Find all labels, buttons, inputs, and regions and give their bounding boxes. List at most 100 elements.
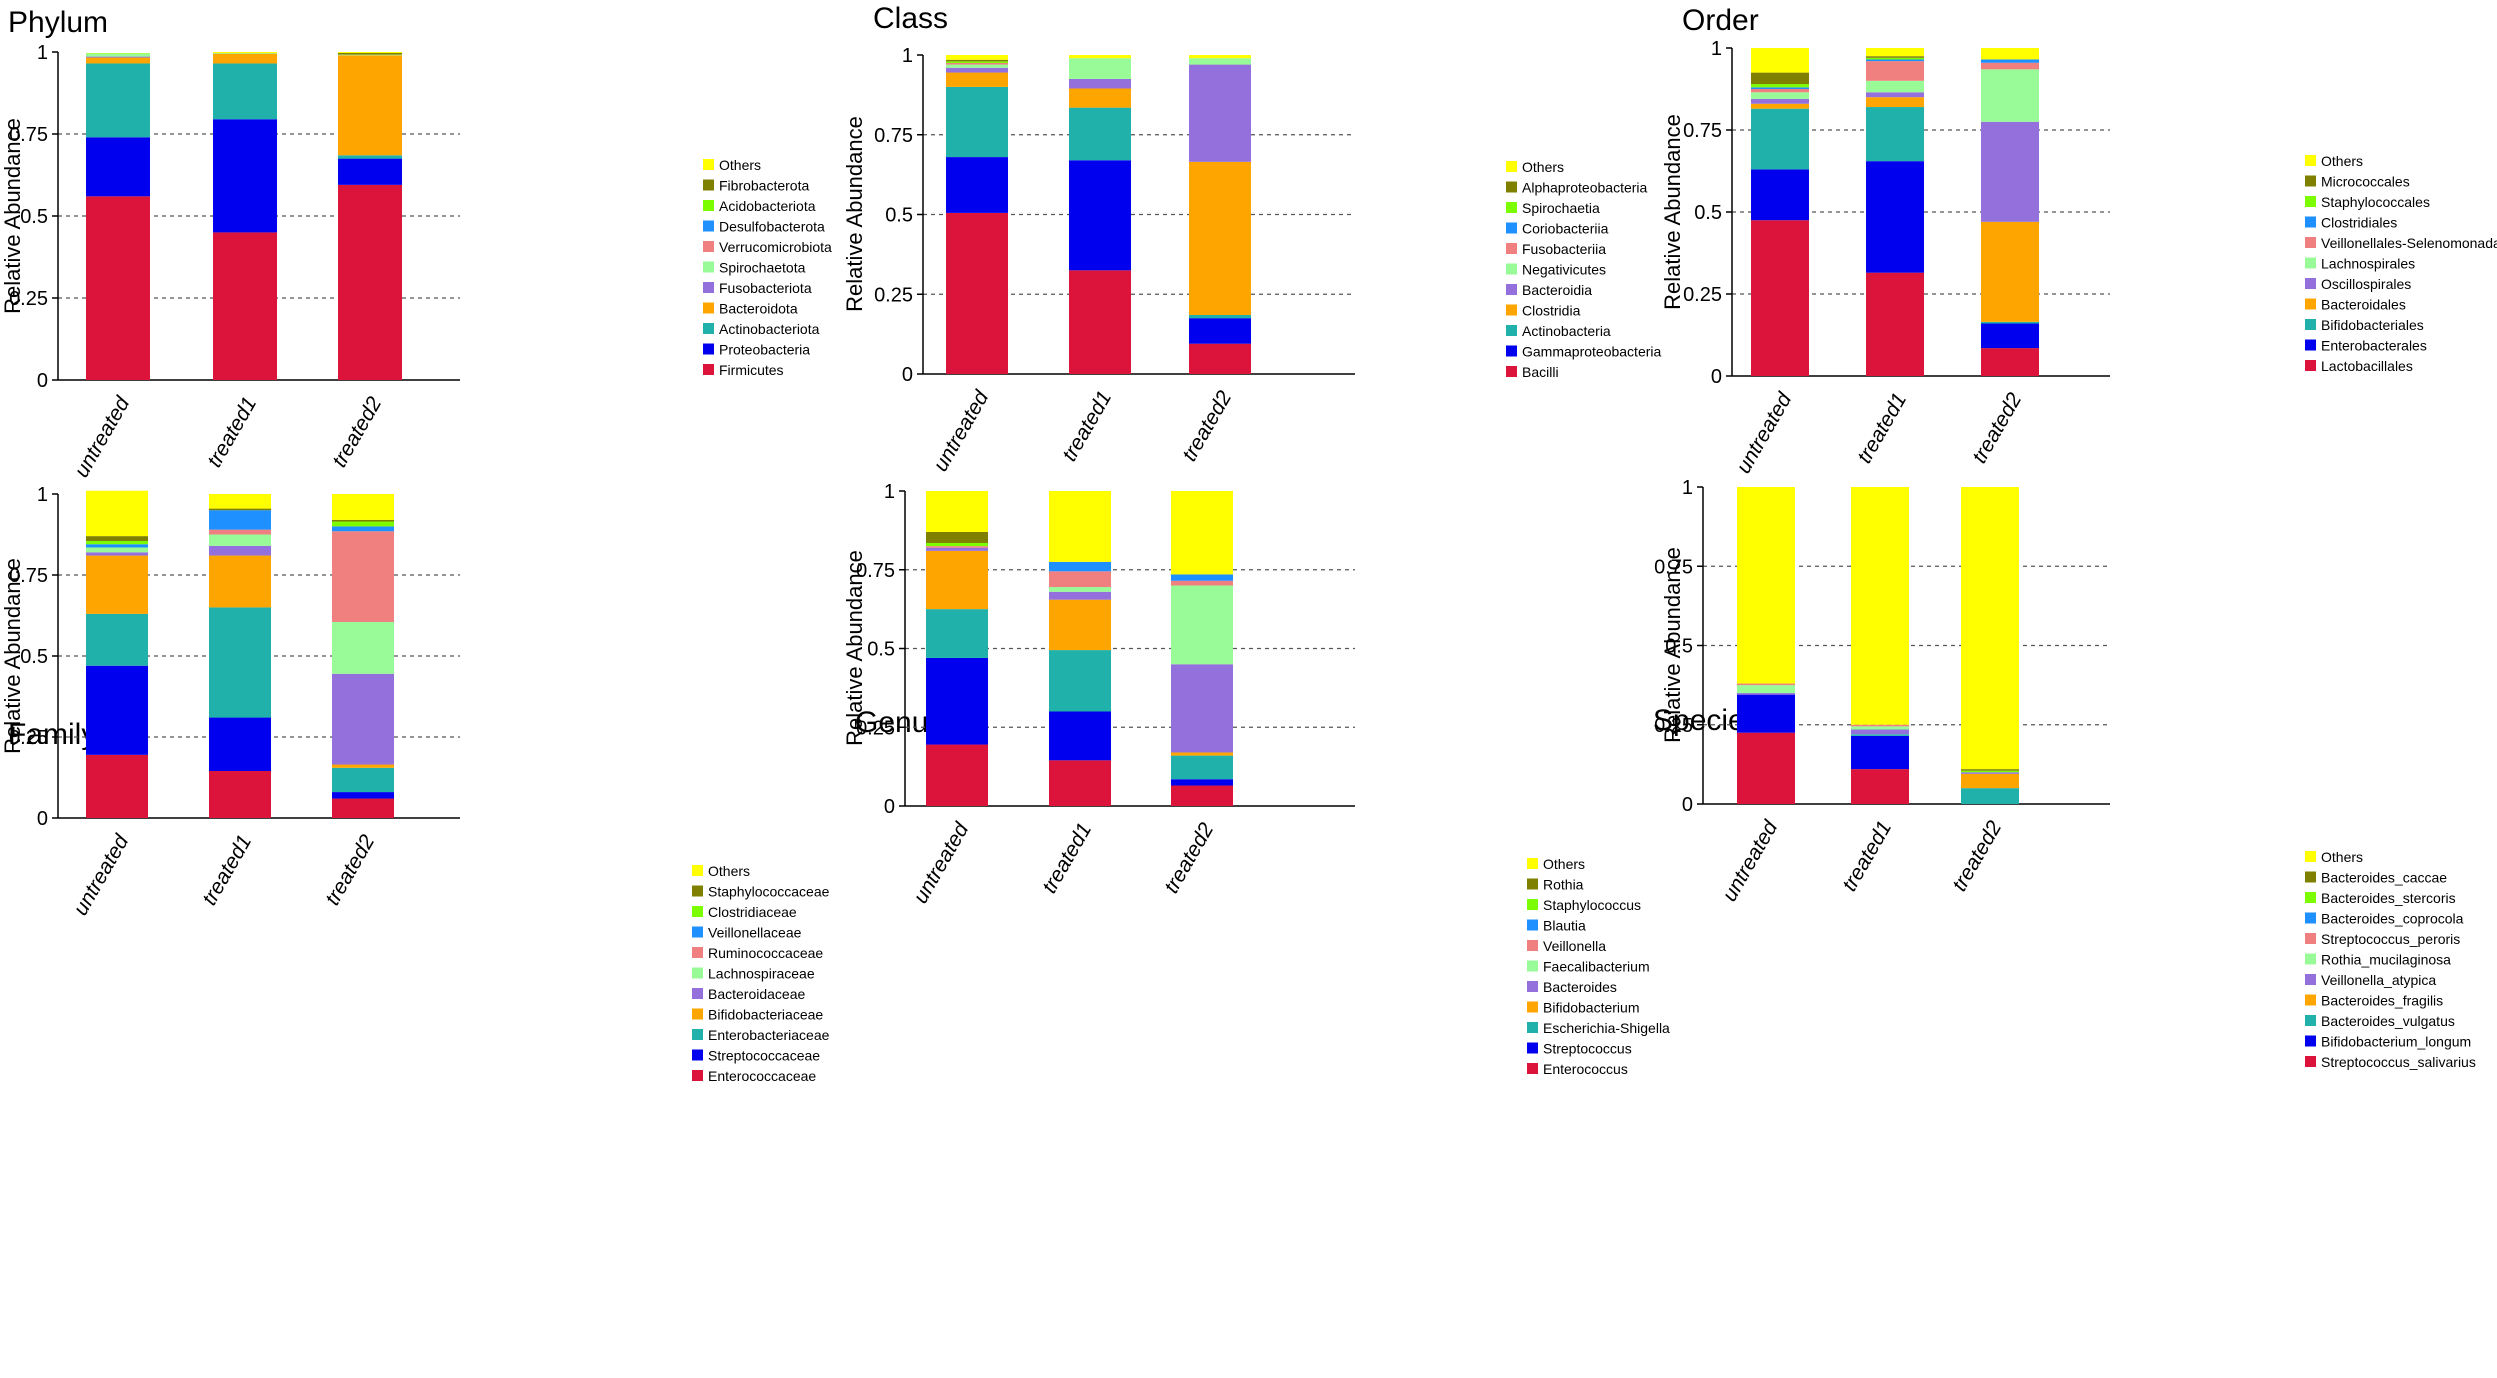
x-tick-label: untreated xyxy=(70,392,135,481)
y-tick-label: 0.75 xyxy=(9,565,48,587)
bar-segment-streptococcus-peroris xyxy=(1737,683,1795,686)
bar-segment-bifidobacteriaceae xyxy=(86,555,148,614)
bar-segment-others xyxy=(86,490,148,537)
y-tick-label: 0 xyxy=(902,364,913,386)
legend-label: Bacteroides_vulgatus xyxy=(2321,1013,2455,1029)
legend-swatch xyxy=(703,282,714,293)
bar-segment-bifidobacteriaceae xyxy=(332,764,394,768)
bar-segment-staphylococcales xyxy=(1751,84,1809,88)
bar-segment-faecalibacterium xyxy=(1049,587,1111,592)
bar-segment-streptococcaceae xyxy=(86,665,148,755)
bar-segment-firmicutes xyxy=(213,232,277,380)
bar-segment-firmicutes xyxy=(338,184,402,380)
panel-title: Class xyxy=(873,2,948,35)
bar-segment-bacteroides-fragilis xyxy=(1961,773,2019,789)
bar-segment-enterococcus xyxy=(1049,760,1111,806)
y-axis-label: Relative Abundance xyxy=(1660,114,1685,310)
bar-segment-oscillospirales xyxy=(1866,92,1924,98)
y-tick-label: 1 xyxy=(37,484,48,506)
legend-swatch xyxy=(2305,319,2316,330)
bar-segment-streptococcus xyxy=(926,657,988,745)
legend-swatch xyxy=(692,988,703,999)
bar-segment-ruminococcaceae xyxy=(209,529,271,535)
legend-label: Others xyxy=(708,863,750,879)
legend-label: Faecalibacterium xyxy=(1543,959,1650,975)
legend-swatch xyxy=(692,947,703,958)
bar-segment-fusobacteriia xyxy=(946,62,1008,65)
bar-segment-oscillospirales xyxy=(1751,98,1809,104)
bar-segment-enterobacteriaceae xyxy=(209,607,271,718)
legend-label: Others xyxy=(2321,849,2363,865)
legend-label: Veillonella_atypica xyxy=(2321,972,2436,988)
bar-segment-bacteroidota xyxy=(338,55,402,156)
bar-segment-veillonella xyxy=(1049,571,1111,588)
legend-label: Bacteroidota xyxy=(719,301,798,317)
legend-swatch xyxy=(2305,216,2316,228)
legend-swatch xyxy=(1506,366,1517,377)
x-tick-label: untreated xyxy=(929,386,994,475)
x-tick-label: treated2 xyxy=(1948,817,2007,896)
bar-segment-bacteroides-vulgatus xyxy=(1961,788,2019,804)
legend-swatch xyxy=(692,967,703,979)
bar-segment-blautia xyxy=(1049,561,1111,572)
legend-swatch xyxy=(1527,960,1538,972)
legend-label: Others xyxy=(1522,159,1564,175)
bar-segment-veillonella xyxy=(926,546,988,548)
x-tick-label: untreated xyxy=(909,818,974,907)
legend-label: Rothia_mucilaginosa xyxy=(2321,952,2451,968)
y-tick-label: 0 xyxy=(884,796,895,818)
legend-label: Others xyxy=(2321,153,2363,169)
legend-label: Negativicutes xyxy=(1522,262,1606,278)
bar-segment-proteobacteria xyxy=(338,158,402,185)
bar-segment-enterococcus xyxy=(1171,785,1233,806)
legend-swatch xyxy=(1527,981,1538,992)
bar-segment-streptococcaceae xyxy=(332,792,394,799)
bar-segment-others xyxy=(213,52,277,53)
legend-label: Clostridia xyxy=(1522,303,1581,319)
legend-label: Others xyxy=(1543,856,1585,872)
legend-swatch xyxy=(2305,851,2316,862)
legend-label: Bacteroides_caccae xyxy=(2321,870,2447,886)
legend-swatch xyxy=(2305,339,2316,351)
bar-segment-bacteroides-stercoris xyxy=(1961,770,2019,773)
bar-segment-veillonella-atypica xyxy=(1851,729,1909,735)
bar-segment-actinobacteria xyxy=(1069,107,1131,161)
legend-swatch xyxy=(2305,298,2316,310)
legend-label: Bacteroides_fragilis xyxy=(2321,993,2443,1009)
bar-segment-negativicutes xyxy=(1069,58,1131,79)
bar-segment-blautia xyxy=(1171,574,1233,581)
legend-label: Bacteroidaceae xyxy=(708,986,806,1002)
legend-swatch xyxy=(703,323,714,334)
legend-label: Lactobacillales xyxy=(2321,358,2413,374)
bar-segment-enterococcaceae xyxy=(86,754,148,818)
legend-label: Actinobacteriota xyxy=(719,321,820,337)
bar-segment-streptococcus-peroris xyxy=(1851,724,1909,727)
bar-segment-fibrobacterota xyxy=(338,52,402,55)
bar-segment-clostridia xyxy=(1069,88,1131,108)
bar-segment-escherichia-shigella xyxy=(1171,755,1233,780)
bar-segment-veillonellales-selenomonadales xyxy=(1751,89,1809,93)
bar-segment-veillonella-atypica xyxy=(1737,693,1795,695)
x-tick-label: treated1 xyxy=(1058,387,1116,465)
bar-segment-streptococcus-salivarius xyxy=(1851,769,1909,804)
bar-segment-staphylococcaceae xyxy=(209,508,271,511)
panel-title: Order xyxy=(1682,4,1759,37)
x-tick-label: treated2 xyxy=(1968,389,2027,468)
legend-swatch xyxy=(703,220,714,232)
legend-label: Bacteroides_stercoris xyxy=(2321,890,2456,906)
bar-segment-staphylococcaceae xyxy=(332,519,394,522)
legend-label: Spirochaetia xyxy=(1522,200,1600,216)
bar-segment-firmicutes xyxy=(86,196,150,380)
bar-segment-actinobacteriota xyxy=(86,63,150,138)
legend-label: Rothia xyxy=(1543,877,1584,893)
legend-label: Spirochaetota xyxy=(719,260,806,276)
legend-label: Bifidobacterium xyxy=(1543,1000,1640,1016)
bar-segment-bacteroidota xyxy=(86,57,150,64)
bar-segment-bifidobacterium xyxy=(926,550,988,610)
bar-segment-others xyxy=(1069,55,1131,59)
bar-segment-bifidobacterium-longum xyxy=(1851,735,1909,770)
y-tick-label: 0.25 xyxy=(9,727,48,749)
bar-segment-veillonellales-selenomonadales xyxy=(1981,62,2039,70)
x-tick-label: untreated xyxy=(69,830,134,919)
